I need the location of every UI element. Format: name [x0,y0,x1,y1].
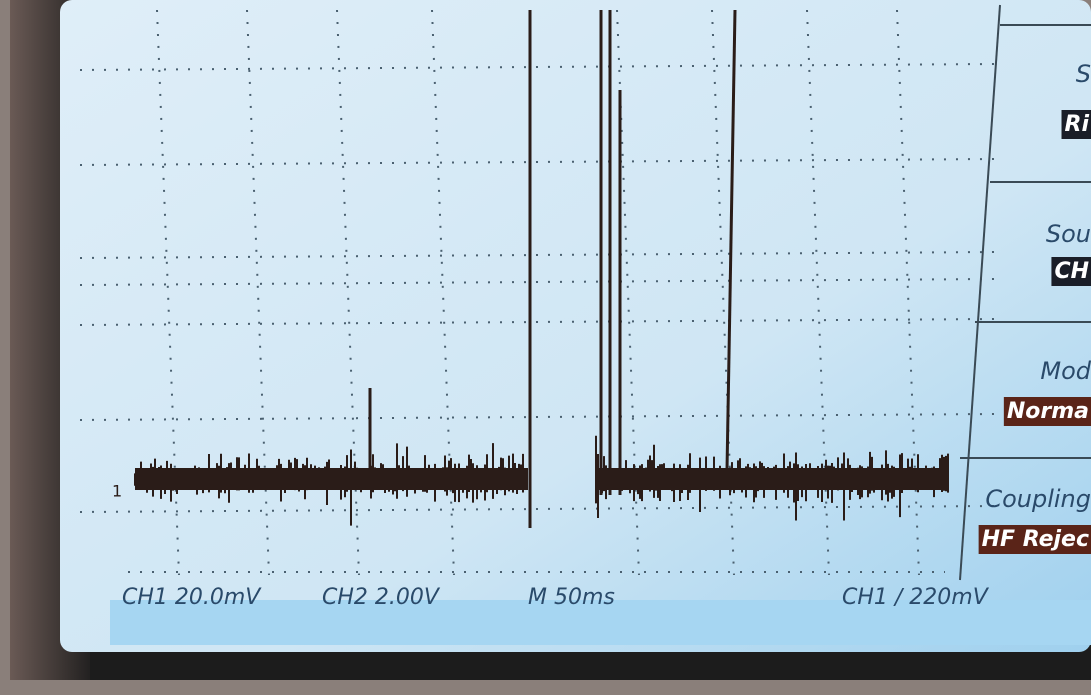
grid-line [79,318,996,326]
menu-label: S [1076,60,1091,88]
grid-line [79,413,996,421]
menu-value: Norma [1007,399,1089,424]
menu-label: Sou [1046,220,1091,248]
grid-line [79,63,996,71]
menu-value: HF Rejec [982,527,1089,552]
screen [60,0,1091,652]
timebase: M 50ms [528,585,615,610]
spike [725,9,737,471]
grid-line [79,505,996,513]
side-menu: S Ri Sou CH Mod Norma Coupling HF Rejec [978,60,1091,554]
grid-line [79,158,996,166]
menu-value-box [1003,397,1091,426]
menu-value-box [978,525,1091,554]
trigger: CH1 ∕ 220mV [842,585,990,610]
menu-value: Ri [1065,112,1090,137]
channel-marker: 1 [112,482,122,501]
screen-glow [110,600,1091,645]
trace-band [596,468,948,490]
menu-dividers [959,4,1091,581]
menu-value: CH [1054,259,1089,284]
trace-band [135,468,528,490]
grid-line [79,251,996,259]
menu-label: Mod [1040,357,1091,385]
graticule [79,9,996,576]
ch1-scale: CH1 20.0mV [122,585,262,610]
divider [959,4,1001,581]
ch2-scale: CH2 2.00V [322,585,441,610]
grid-line [79,278,996,286]
menu-value-box [1051,257,1091,286]
menu-label: Coupling [985,485,1091,513]
waveform [134,9,949,528]
menu-value-box [1061,110,1091,139]
